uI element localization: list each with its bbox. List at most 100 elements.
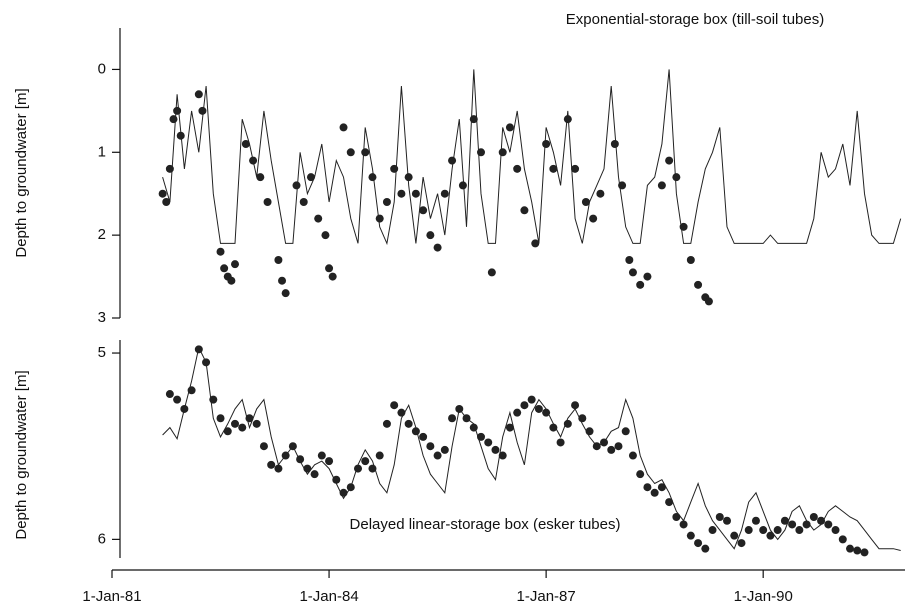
observation-dot [628, 451, 637, 460]
observation-dot [426, 442, 435, 451]
observation-dot [411, 427, 420, 436]
observation-dot [636, 470, 645, 479]
panel-title: Exponential-storage box (till-soil tubes… [566, 11, 824, 28]
observation-dot [259, 442, 268, 451]
observation-dot [382, 419, 391, 428]
observation-dot [505, 423, 514, 432]
observation-dot [314, 214, 323, 223]
observation-dot [534, 404, 543, 413]
observation-dot [231, 419, 240, 428]
observation-dot [339, 488, 348, 497]
observation-dot [292, 181, 301, 190]
y-tick-label: 2 [98, 226, 106, 243]
observation-dot [245, 414, 254, 423]
observation-dot [368, 173, 377, 182]
observation-dot [614, 442, 623, 451]
y-tick-label: 5 [98, 344, 106, 361]
observation-dot [346, 483, 355, 492]
observation-dot [448, 414, 457, 423]
observation-dot [498, 451, 507, 460]
observation-dot [303, 464, 312, 473]
observation-dot [187, 386, 196, 395]
observation-dot [227, 276, 236, 285]
y-axis-label: Depth to groundwater [m] [13, 88, 30, 257]
observation-dot [321, 231, 330, 240]
observation-dot [296, 455, 305, 464]
observation-dot [354, 464, 363, 473]
observation-dot [650, 488, 659, 497]
observation-dot [618, 181, 627, 190]
observation-dot [795, 526, 804, 535]
observation-dot [278, 276, 287, 285]
observation-dot [802, 520, 811, 529]
observation-dot [194, 345, 203, 354]
observation-dot [433, 243, 442, 252]
observation-dot [744, 526, 753, 535]
y-tick-label: 3 [98, 309, 106, 326]
observation-dot [325, 457, 334, 466]
observation-dot [730, 531, 739, 540]
observation-dot [241, 140, 250, 148]
observation-dot [404, 173, 413, 182]
x-tick-label: 1-Jan-81 [82, 588, 141, 605]
observation-dot [440, 189, 449, 198]
observation-dot [672, 173, 681, 182]
observation-dot [263, 198, 272, 206]
observation-dot [759, 526, 768, 535]
observation-dot [665, 498, 674, 507]
observation-dot [404, 419, 413, 428]
observation-dot [194, 90, 203, 99]
observation-dot [165, 164, 174, 173]
observation-dot [339, 123, 348, 132]
observation-dot [249, 156, 258, 165]
observation-dot [498, 148, 507, 157]
observation-dot [846, 544, 855, 553]
observation-dot [169, 115, 178, 124]
observation-dot [549, 423, 558, 432]
observation-dot [419, 206, 428, 215]
y-tick-label: 1 [98, 143, 106, 160]
observation-dot [361, 457, 370, 466]
observation-dot [491, 445, 500, 454]
observation-dot [462, 414, 471, 423]
observation-dot [585, 427, 594, 436]
observation-dot [382, 198, 391, 206]
observation-dot [231, 260, 240, 269]
observation-dot [737, 539, 746, 548]
observation-dot [679, 222, 688, 231]
observation-dot [216, 414, 225, 423]
observation-dot [563, 419, 572, 428]
observation-dot [505, 123, 514, 132]
observation-dot [563, 115, 572, 124]
observation-dot [549, 164, 558, 173]
observation-dot [375, 451, 384, 460]
observation-dot [477, 148, 486, 157]
observation-dot [694, 539, 703, 548]
observation-dot [520, 206, 529, 215]
observation-dot [390, 401, 399, 410]
observation-dot [173, 395, 182, 404]
observation-dot [643, 272, 652, 281]
observation-dot [578, 414, 587, 423]
observation-dot [607, 445, 616, 454]
observation-dot [361, 148, 370, 157]
observation-dot [299, 198, 308, 206]
observation-dot [527, 395, 536, 404]
observation-dot [458, 181, 467, 190]
observation-dot [694, 280, 703, 289]
observation-dot [288, 442, 297, 451]
observation-dot [180, 404, 189, 413]
y-axis-label: Depth to groundwater [m] [13, 370, 30, 539]
observation-dot [484, 438, 493, 447]
observation-dot [628, 268, 637, 277]
observation-dot [469, 423, 478, 432]
observation-dot [831, 526, 840, 535]
observation-dot [267, 460, 276, 469]
observation-dot [346, 148, 355, 157]
observation-dot [176, 131, 185, 140]
observation-dot [686, 531, 695, 540]
observation-dot [809, 513, 818, 522]
observation-dot [780, 516, 789, 525]
observation-dot [824, 520, 833, 529]
